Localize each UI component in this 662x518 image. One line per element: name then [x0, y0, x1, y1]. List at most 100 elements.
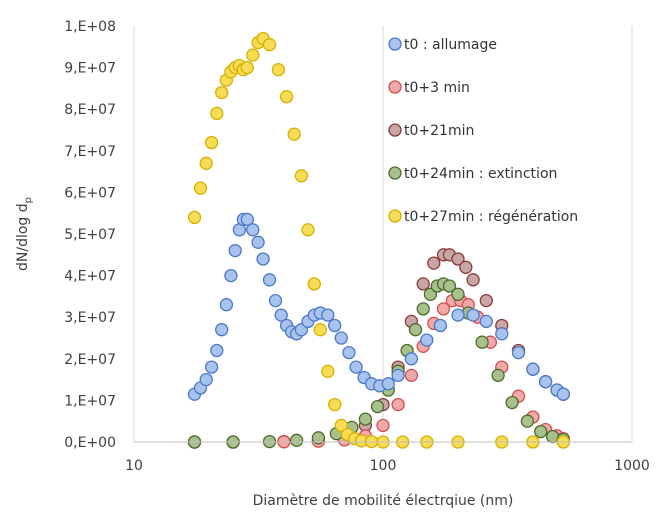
data-point: [358, 412, 373, 426]
data-point: [321, 364, 335, 378]
data-point: [193, 181, 208, 195]
data-point: [451, 287, 465, 301]
y-tick-label-8: 8,E+07: [64, 102, 116, 118]
y-tick-label-2: 2,E+07: [64, 352, 116, 368]
data-point: [204, 135, 219, 150]
data-point: [442, 279, 457, 293]
data-point: [404, 368, 419, 383]
legend: t0 : allumage t0+3 min t0+21min t0+24min : …: [388, 37, 578, 225]
data-point: [391, 368, 405, 383]
data-point: [307, 277, 321, 291]
y-tick-label-6: 6,E+07: [64, 185, 116, 201]
data-point: [556, 387, 570, 401]
data-point: [381, 377, 395, 391]
data-point: [274, 308, 288, 322]
data-point: [199, 372, 213, 387]
data-point: [328, 318, 342, 333]
x-tick-label-100: 100: [370, 458, 397, 474]
legend-marker: [388, 209, 402, 223]
data-point: [256, 252, 270, 266]
data-point: [251, 235, 265, 249]
y-tick-label-9: 9,E+07: [64, 61, 116, 77]
data-point: [313, 323, 327, 337]
data-point: [204, 360, 219, 374]
y-axis-title: dN/dlog dp: [15, 197, 34, 271]
data-point: [349, 360, 363, 374]
legend-item-3: t0+24min : extinction: [388, 166, 557, 182]
data-point: [187, 210, 202, 225]
data-point: [416, 277, 430, 291]
data-point: [334, 331, 348, 345]
data-point: [376, 418, 390, 433]
data-point: [370, 399, 385, 414]
data-point: [224, 268, 238, 283]
data-point: [538, 375, 553, 389]
y-tick-labels: 0,E+00 1,E+07 2,E+07 3,E+07 4,E+07 5,E+07 6,E+…: [64, 19, 116, 451]
data-point: [511, 345, 526, 360]
y-tick-label-4: 4,E+07: [64, 269, 116, 285]
legend-label: t0 : allumage: [404, 37, 497, 53]
data-point: [228, 243, 242, 258]
data-point: [475, 335, 489, 349]
legend-label: t0+24min : extinction: [404, 166, 557, 182]
data-point: [495, 327, 509, 341]
y-axis-title-subscript: p: [23, 197, 34, 203]
data-point: [262, 38, 277, 52]
data-point: [451, 308, 465, 322]
data-point: [321, 308, 335, 322]
data-point: [199, 156, 213, 170]
series-3: [187, 212, 570, 401]
grid-lines: [133, 26, 633, 442]
data-point: [268, 293, 283, 308]
legend-marker: [388, 166, 402, 180]
legend-label: t0+21min: [404, 123, 474, 139]
data-point: [262, 273, 277, 287]
data-point: [301, 223, 315, 237]
legend-item-1: t0+3 min: [388, 80, 470, 96]
data-point: [289, 433, 304, 447]
data-point: [240, 60, 254, 75]
y-tick-label-3: 3,E+07: [64, 310, 116, 326]
legend-label: t0+3 min: [404, 80, 470, 96]
legend-marker: [388, 123, 402, 137]
legend-item-4: t0+27min : régénération: [388, 209, 578, 225]
data-point: [526, 362, 540, 376]
series-2: [187, 277, 570, 449]
data-point: [210, 106, 224, 121]
y-tick-label-1: 1,E+07: [64, 393, 116, 409]
data-point: [479, 314, 493, 329]
data-point: [466, 273, 480, 287]
x-tick-label-10: 10: [125, 458, 143, 474]
y-tick-label-0: 0,E+00: [64, 435, 116, 451]
data-point: [334, 418, 348, 433]
y-tick-label-7: 7,E+07: [64, 144, 116, 160]
data-point: [420, 333, 434, 347]
data-point: [294, 169, 309, 183]
data-point: [279, 90, 294, 104]
legend-marker: [388, 80, 402, 94]
data-point: [215, 85, 229, 100]
data-point: [246, 223, 260, 237]
data-point: [427, 256, 441, 270]
data-point: [491, 368, 505, 383]
data-point: [215, 323, 229, 337]
data-point: [534, 424, 548, 439]
data-point: [219, 298, 234, 312]
data-point: [271, 63, 286, 77]
data-point: [433, 318, 448, 333]
y-tick-label-5: 5,E+07: [64, 227, 116, 243]
x-tick-label-1000: 1000: [614, 458, 650, 474]
data-point: [436, 302, 451, 316]
data-point: [246, 48, 260, 62]
legend-item-0: t0 : allumage: [388, 37, 497, 53]
data-point: [404, 352, 419, 366]
x-tick-labels: 10 100 1000: [125, 458, 650, 474]
legend-label: t0+27min : régénération: [404, 209, 578, 225]
legend-item-2: t0+21min: [388, 123, 474, 139]
data-point: [459, 260, 473, 274]
data-point: [416, 302, 430, 316]
legend-marker: [388, 37, 402, 51]
y-tick-label-10: 1,E+08: [64, 19, 116, 35]
data-point: [451, 252, 465, 266]
